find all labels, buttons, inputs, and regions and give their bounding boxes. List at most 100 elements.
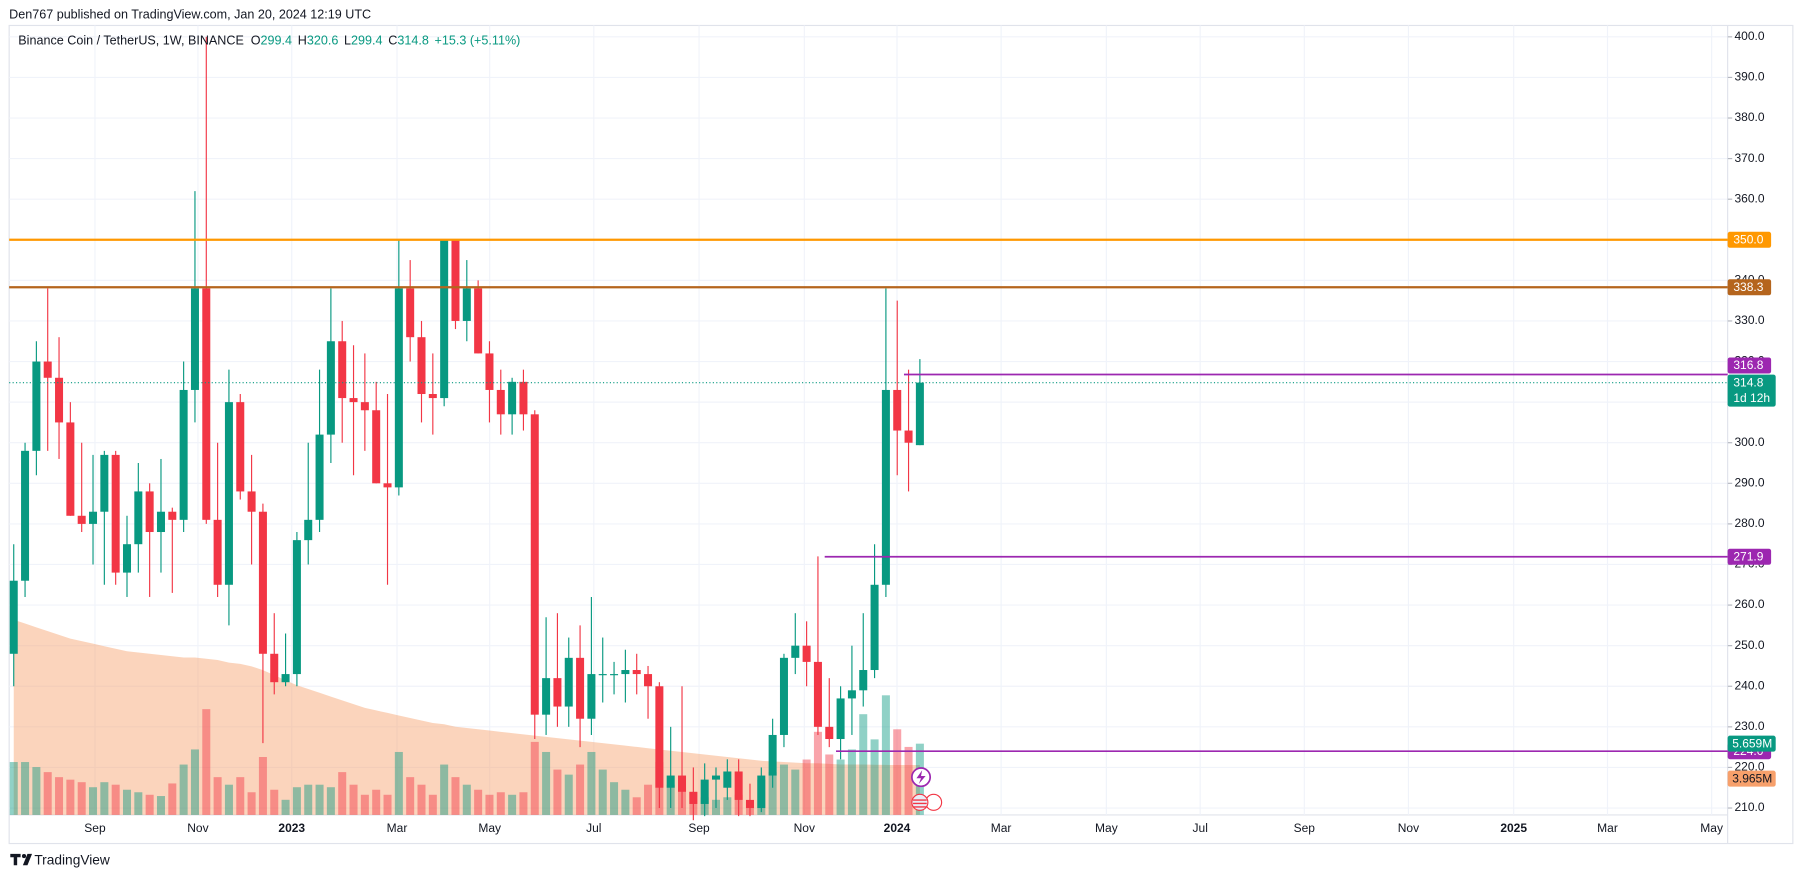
candle-body <box>779 657 788 735</box>
volume-bar <box>530 741 539 815</box>
level-label-box <box>1727 548 1772 565</box>
x-tick-label: Nov <box>794 821 815 835</box>
candle-body <box>474 288 483 354</box>
candle-body <box>304 519 313 541</box>
level-label-box <box>1727 357 1772 374</box>
legend: Binance Coin / TetherUS, 1W, BINANCE O299… <box>18 34 520 48</box>
volume-bar <box>100 782 109 815</box>
volume-bar <box>802 759 811 815</box>
x-tick-label: Nov <box>187 821 208 835</box>
legend-value: 320.6 <box>307 34 338 48</box>
y-tick-label: 240.0 <box>1735 678 1765 692</box>
candle-body <box>258 511 267 654</box>
x-tick-label: 2023 <box>278 821 305 835</box>
candle-body <box>870 584 879 671</box>
legend-value: 299.4 <box>261 34 292 48</box>
candle-body <box>530 414 539 715</box>
candle-body <box>326 341 335 435</box>
candle-body <box>745 799 754 809</box>
candle-body <box>281 674 290 683</box>
candle-body <box>893 389 902 431</box>
candle-body <box>9 580 18 654</box>
candle-body <box>700 779 709 804</box>
volume-bar <box>21 762 30 815</box>
volume-bar <box>406 777 415 815</box>
legend-change: +15.3 (+5.11%) <box>435 34 521 48</box>
volume-bar <box>236 777 245 815</box>
candle-body <box>666 775 675 788</box>
x-tick-label: May <box>1700 821 1723 835</box>
volume-bar <box>564 774 573 815</box>
candle-body <box>904 430 913 443</box>
volume-bar <box>576 764 585 815</box>
volume-bar <box>122 789 132 815</box>
volume-bar <box>304 784 313 815</box>
volume-bar <box>32 767 41 815</box>
candle-body <box>190 288 199 390</box>
candle-body <box>451 239 460 321</box>
volume-bar <box>632 797 641 815</box>
brand-logo <box>10 853 33 866</box>
x-tick-label: Sep <box>688 821 710 835</box>
candle-body <box>122 544 132 573</box>
candle-body <box>202 288 211 520</box>
x-tick-label: Sep <box>1294 821 1316 835</box>
volume-bar <box>326 787 335 815</box>
y-tick-label: 390.0 <box>1735 70 1765 84</box>
candle-body <box>496 389 505 415</box>
volume-bar <box>281 799 290 815</box>
candle-body <box>134 491 143 545</box>
volume-bar <box>474 789 483 815</box>
candle-body <box>89 511 98 524</box>
volume-bar <box>168 783 177 815</box>
candle-body <box>292 540 301 675</box>
candle-body <box>100 454 109 512</box>
x-tick-label: May <box>478 821 501 835</box>
candle-body <box>836 698 845 740</box>
candle-body <box>711 775 721 780</box>
level-label: 338.3 <box>1733 280 1763 294</box>
level-label: 350.0 <box>1733 233 1763 247</box>
volume-bar <box>394 751 403 815</box>
candle-body <box>598 674 607 676</box>
candle-body <box>43 361 52 378</box>
legend-label: O <box>251 34 261 48</box>
candle-body <box>655 686 664 788</box>
volume-bar <box>145 794 154 815</box>
candle-body <box>394 288 403 488</box>
candle-body <box>372 410 381 484</box>
candle-body <box>66 422 75 516</box>
volume-bar <box>360 794 369 815</box>
volume-bar <box>179 764 188 815</box>
volume-bar <box>893 729 902 815</box>
x-tick-label: Jul <box>586 821 601 835</box>
volume-bar <box>791 769 800 815</box>
candle-body <box>542 678 551 715</box>
candle-body <box>508 381 517 415</box>
y-tick-label: 290.0 <box>1735 475 1765 489</box>
candle-body <box>576 657 585 719</box>
candle-body <box>338 341 347 399</box>
x-tick-label: Mar <box>1597 821 1618 835</box>
candle-body <box>734 771 743 800</box>
candle-body <box>519 381 528 415</box>
volume-bar <box>134 792 143 815</box>
volume-bar <box>55 777 64 815</box>
candle-body <box>417 337 426 395</box>
symbol: Binance Coin / TetherUS, 1W, BINANCE <box>18 34 244 48</box>
volume-bar <box>451 777 460 815</box>
candle-body <box>360 402 369 411</box>
level-label-box <box>1727 231 1772 248</box>
candle-body <box>440 239 449 399</box>
y-tick-label: 220.0 <box>1735 760 1765 774</box>
y-tick-label: 300.0 <box>1735 435 1765 449</box>
x-tick-label: Nov <box>1398 821 1419 835</box>
x-tick-label: 2024 <box>884 821 911 835</box>
volume-bar <box>859 714 868 815</box>
event-icons <box>911 767 943 811</box>
volume-bar <box>904 746 913 815</box>
volume-bar <box>383 794 392 815</box>
volume-bar <box>417 784 426 815</box>
volume-bar <box>496 792 505 815</box>
